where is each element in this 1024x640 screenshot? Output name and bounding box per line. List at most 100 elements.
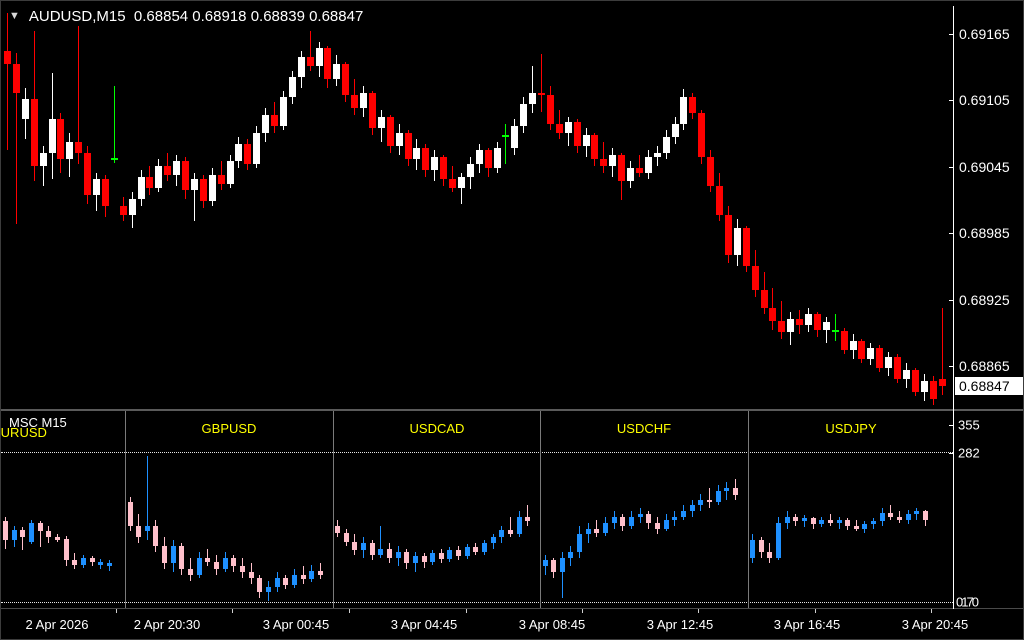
time-axis-label: 2 Apr 2026: [25, 617, 89, 632]
time-axis-tick: [698, 609, 699, 613]
candle: [316, 48, 323, 66]
candle: [511, 126, 518, 148]
candle: [458, 177, 465, 188]
sub-candle: [655, 523, 660, 529]
sub-candle: [664, 520, 669, 529]
indicator-name-label: MSC M15: [9, 415, 67, 430]
candle: [440, 157, 447, 179]
sub-candle: [72, 560, 77, 565]
price-axis-border[interactable]: [953, 6, 954, 609]
candle: [84, 153, 91, 195]
candle: [689, 97, 696, 113]
sub-candle: [767, 552, 772, 558]
sub-candle: [162, 546, 167, 563]
candle: [921, 381, 928, 392]
candle-wick: [43, 146, 44, 186]
sub-candle: [292, 575, 297, 585]
sub-candle: [724, 488, 729, 491]
panel-divider: [125, 411, 126, 608]
sub-candle: [819, 520, 824, 524]
price-axis-tick: [949, 233, 954, 234]
candle: [867, 348, 874, 359]
doji-candle: [832, 330, 839, 332]
candle: [396, 133, 403, 146]
sub-candle: [214, 562, 219, 569]
candle: [494, 148, 501, 168]
candle: [769, 308, 776, 321]
sub-candle: [482, 543, 487, 552]
sub-candle: [793, 517, 798, 521]
sub-candle: [776, 523, 781, 558]
panel-divider: [333, 411, 334, 608]
sub-candle: [828, 520, 833, 523]
candle: [707, 157, 714, 186]
main-indicator-separator[interactable]: [1, 409, 1023, 411]
candle: [787, 319, 794, 332]
candle-wick: [826, 317, 827, 343]
sub-candle: [231, 558, 236, 566]
chart-title-ohlc: AUDUSD,M15 0.68854 0.68918 0.68839 0.688…: [28, 8, 364, 25]
sub-candle: [465, 547, 470, 556]
candle: [841, 331, 848, 350]
sub-candle: [240, 566, 245, 572]
sub-candle: [716, 491, 721, 502]
sub-candle: [897, 517, 902, 520]
sub-candle: [638, 514, 643, 517]
candle: [351, 95, 358, 108]
sub-candle: [672, 517, 677, 520]
candle: [823, 322, 830, 330]
candle: [120, 206, 127, 215]
chart-area[interactable]: EURUSD GBPUSD USDCAD USDCHF USDJPY: [1, 1, 953, 639]
candle: [155, 166, 162, 188]
sub-candle: [499, 530, 504, 537]
sub-candle-wick: [890, 505, 891, 520]
time-axis-label: 3 Apr 00:45: [262, 617, 330, 632]
sub-candle: [283, 578, 288, 585]
sub-candle-wick: [380, 526, 381, 558]
candle: [680, 97, 687, 124]
candle: [102, 179, 109, 206]
price-axis-label: 0.68985: [959, 225, 1010, 241]
candle: [378, 117, 385, 128]
candle: [618, 155, 625, 181]
candle: [663, 137, 670, 153]
sub-candle: [888, 513, 893, 517]
time-axis-label: 3 Apr 04:45: [390, 617, 458, 632]
sub-candle: [205, 558, 210, 562]
sub-candle: [257, 578, 262, 592]
sub-candle: [370, 543, 375, 555]
sub-candle: [64, 539, 69, 560]
candle: [173, 161, 180, 175]
sub-candle: [128, 502, 133, 526]
price-axis-tick: [949, 34, 954, 35]
candle-wick: [461, 173, 462, 204]
candle: [191, 179, 198, 190]
sub-candle: [344, 533, 349, 542]
sub-candle: [439, 553, 444, 559]
candle: [289, 77, 296, 97]
sub-candle: [543, 560, 548, 566]
sub-candle: [508, 530, 513, 534]
sub-candle: [188, 569, 193, 575]
candle: [574, 122, 581, 146]
panel-symbol-label: USDCAD: [409, 421, 465, 436]
chart-dropdown-arrow-icon[interactable]: ▼: [9, 10, 20, 22]
sub-candle: [698, 500, 703, 505]
sub-candle-wick: [839, 517, 840, 529]
time-axis-tick: [349, 609, 350, 613]
sub-candle: [223, 558, 228, 569]
candle: [547, 95, 554, 124]
candle: [752, 266, 759, 290]
candle: [858, 341, 865, 359]
doji-candle: [502, 135, 509, 137]
sub-candle: [378, 549, 383, 555]
candle-wick: [532, 66, 533, 113]
candle: [182, 161, 189, 190]
sub-candle: [456, 550, 461, 556]
sub-candle: [759, 540, 764, 552]
sub-candle: [413, 556, 418, 563]
candle: [583, 135, 590, 146]
price-axis-label: 0.69045: [959, 159, 1010, 175]
candle: [467, 164, 474, 177]
candle: [405, 133, 412, 159]
